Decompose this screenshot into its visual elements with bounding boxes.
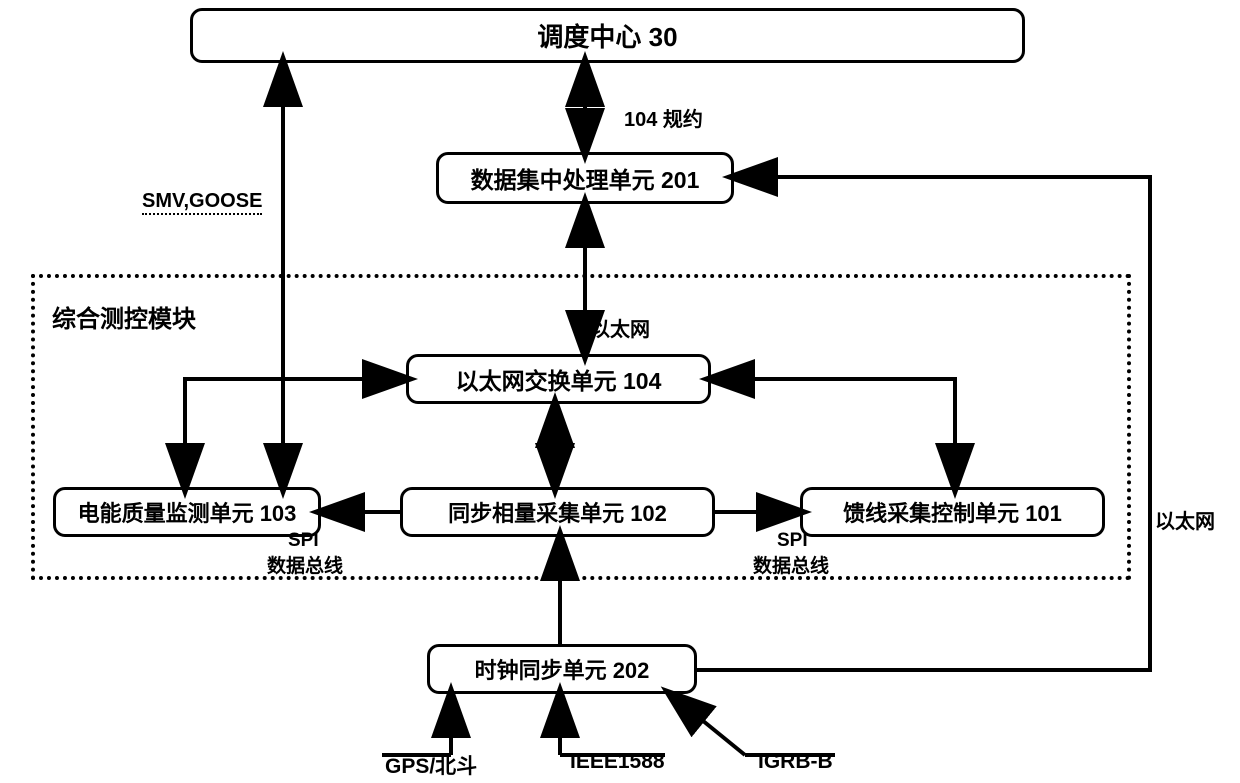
ieee1588-label: IEEE1588: [570, 750, 665, 774]
clock-sync-label: 时钟同步单元 202: [475, 653, 650, 685]
feeder-control-box: 馈线采集控制单元 101: [800, 487, 1105, 537]
ethernet-top-label: 以太网: [590, 313, 650, 342]
igrb-label: IGRB-B: [758, 750, 833, 774]
sync-phasor-label: 同步相量采集单元 102: [448, 496, 667, 528]
ethernet-switch-label: 以太网交换单元 104: [456, 362, 662, 396]
ethernet-switch-box: 以太网交换单元 104: [406, 354, 711, 404]
data-processing-box: 数据集中处理单元 201: [436, 152, 734, 204]
data-processing-label: 数据集中处理单元 201: [471, 161, 700, 195]
dispatch-center-label: 调度中心 30: [537, 17, 677, 54]
smv-goose-label: SMV,GOOSE: [142, 190, 262, 215]
spi-left-2-label: 数据总线: [267, 551, 343, 578]
ethernet-right-label: 以太网: [1155, 505, 1215, 534]
clock-sync-box: 时钟同步单元 202: [427, 644, 697, 694]
arrow-igrb-in: [670, 694, 745, 755]
spi-right-2-label: 数据总线: [753, 551, 829, 578]
power-quality-box: 电能质量监测单元 103: [53, 487, 321, 537]
sync-phasor-box: 同步相量采集单元 102: [400, 487, 715, 537]
gps-beidou-label: GPS/北斗: [385, 750, 477, 780]
feeder-control-label: 馈线采集控制单元 101: [843, 496, 1062, 528]
spi-right-1-label: SPI: [777, 530, 808, 552]
protocol-104-label: 104 规约: [624, 103, 703, 132]
power-quality-label: 电能质量监测单元 103: [78, 496, 297, 528]
dispatch-center-box: 调度中心 30: [190, 8, 1025, 63]
spi-left-1-label: SPI: [288, 530, 319, 552]
measurement-module-label: 综合测控模块: [52, 299, 196, 334]
